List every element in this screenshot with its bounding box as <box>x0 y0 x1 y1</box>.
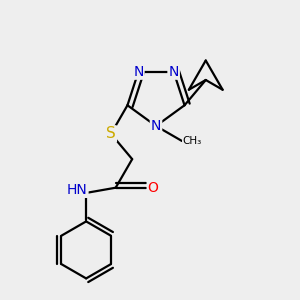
Text: CH₃: CH₃ <box>183 136 202 146</box>
Text: O: O <box>148 181 159 195</box>
Text: N: N <box>168 65 179 79</box>
Text: N: N <box>151 119 161 133</box>
Text: HN: HN <box>67 183 88 197</box>
Text: N: N <box>133 65 144 79</box>
Text: S: S <box>106 126 116 141</box>
